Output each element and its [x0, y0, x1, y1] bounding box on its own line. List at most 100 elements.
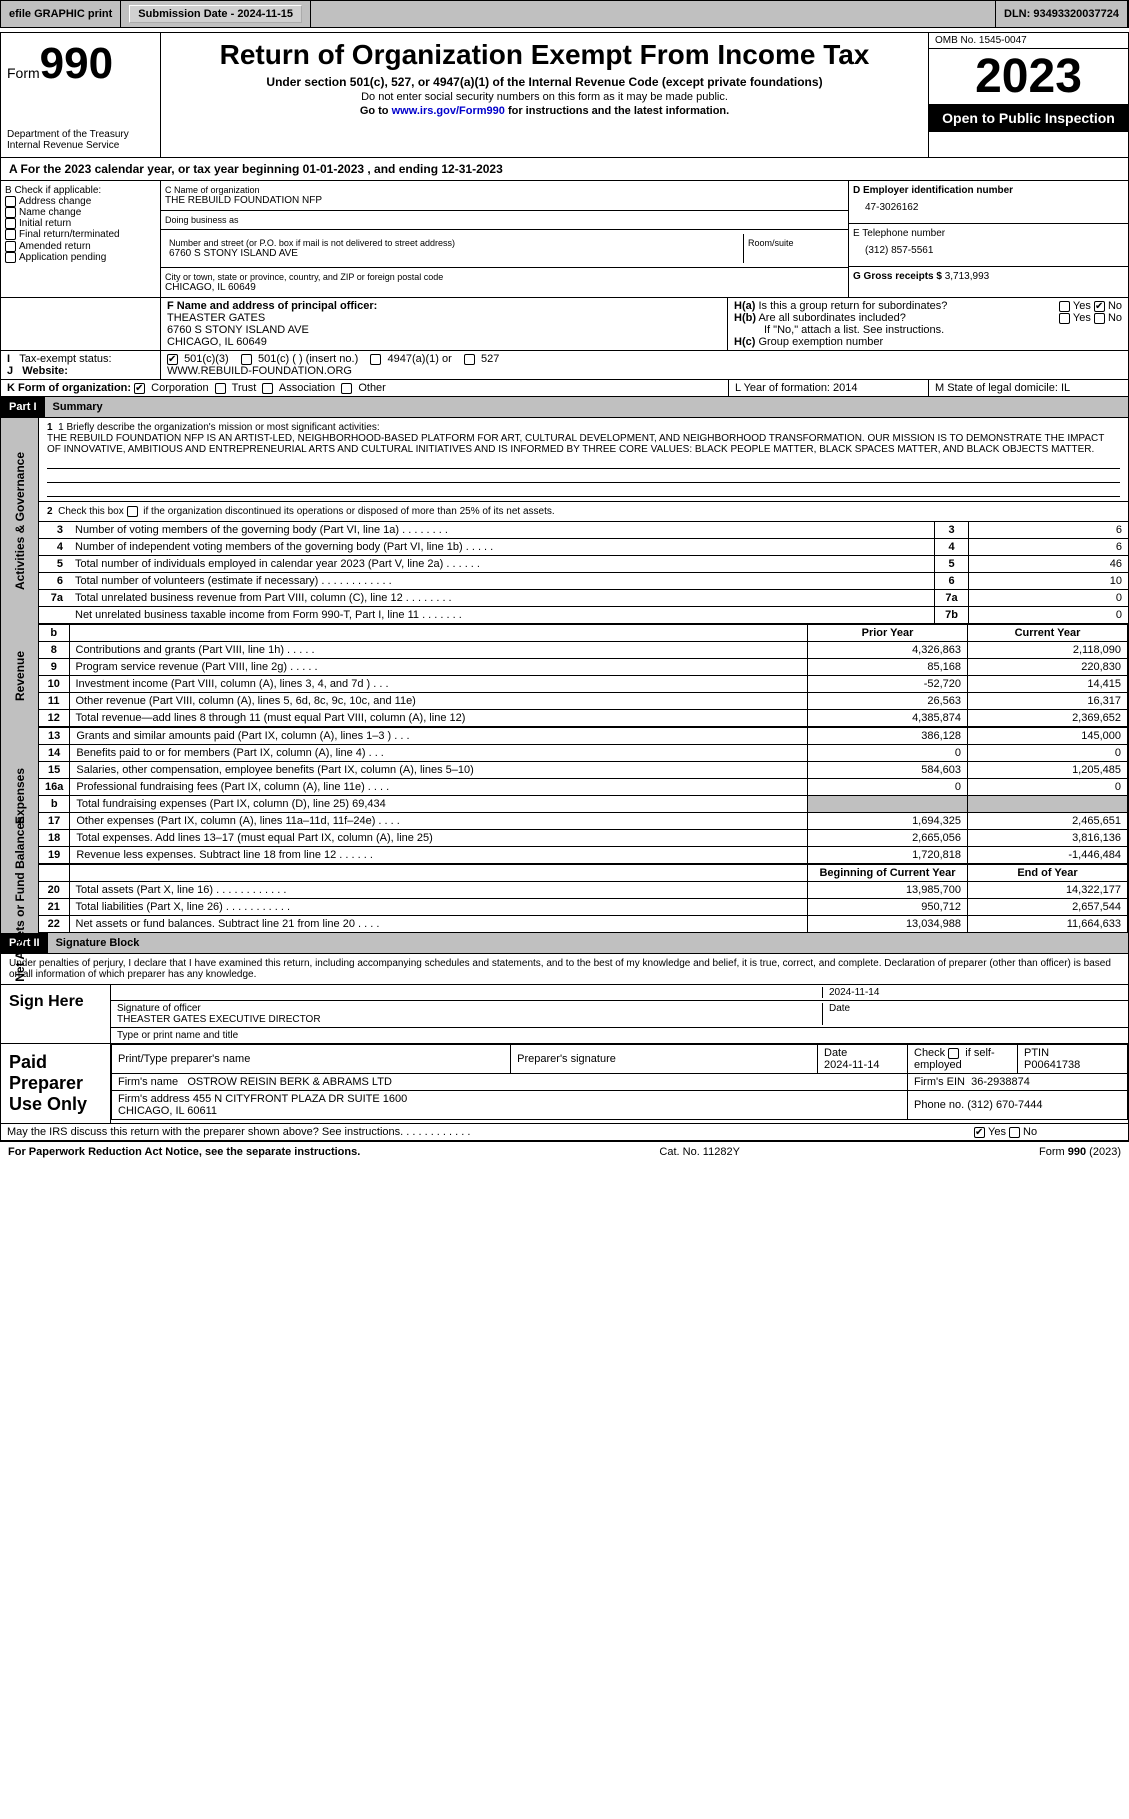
- lbl-initial-return: Initial return: [19, 218, 71, 229]
- lbl-address-change: Address change: [19, 196, 91, 207]
- sig-officer-label: Signature of officer: [117, 1003, 201, 1014]
- firm-addr2-val: CHICAGO, IL 60611: [118, 1105, 217, 1117]
- form-title: Return of Organization Exempt From Incom…: [167, 39, 922, 71]
- street-label: Number and street (or P.O. box if mail i…: [169, 238, 739, 248]
- chk-ha-yes[interactable]: [1059, 301, 1070, 312]
- lbl-final-return: Final return/terminated: [19, 230, 120, 241]
- chk-other[interactable]: [341, 383, 352, 394]
- part1-badge: Part I: [1, 397, 45, 418]
- footer-mid: Cat. No. 11282Y: [659, 1146, 740, 1158]
- gross-receipts-value: 3,713,993: [945, 271, 990, 282]
- ha-label: H(a): [734, 300, 755, 312]
- goto-note: Go to www.irs.gov/Form990 for instructio…: [360, 105, 729, 117]
- hb-text: Are all subordinates included?: [758, 312, 905, 324]
- chk-initial-return[interactable]: [5, 218, 16, 229]
- gov-line: Net unrelated business taxable income fr…: [39, 607, 1128, 624]
- table-row: 20Total assets (Part X, line 16) . . . .…: [39, 882, 1128, 899]
- efile-label: efile GRAPHIC print: [1, 1, 121, 27]
- ptin-val: P00641738: [1024, 1059, 1080, 1071]
- prep-name-lbl: Print/Type preparer's name: [112, 1045, 511, 1074]
- chk-trust[interactable]: [215, 383, 226, 394]
- lbl-527: 527: [481, 353, 499, 365]
- row-klm: K Form of organization: Corporation Trus…: [1, 380, 1128, 397]
- discuss-yes: Yes: [988, 1126, 1006, 1138]
- header-right: OMB No. 1545-0047 2023 Open to Public In…: [928, 33, 1128, 157]
- chk-app-pending[interactable]: [5, 252, 16, 263]
- hdr-current-year: Current Year: [968, 625, 1128, 642]
- table-row: 16aProfessional fundraising fees (Part I…: [39, 779, 1128, 796]
- penalties-text: Under penalties of perjury, I declare th…: [1, 954, 1128, 985]
- officer-street: 6760 S STONY ISLAND AVE: [167, 324, 721, 336]
- chk-discuss-no[interactable]: [1009, 1127, 1020, 1138]
- hb-note: If "No," attach a list. See instructions…: [734, 324, 1122, 336]
- header-left: Form990 Department of the Treasury Inter…: [1, 33, 161, 157]
- chk-final-return[interactable]: [5, 229, 16, 240]
- firm-addr-lbl: Firm's address: [118, 1093, 190, 1105]
- table-row: 21Total liabilities (Part X, line 26) . …: [39, 899, 1128, 916]
- ha-text: Is this a group return for subordinates?: [758, 300, 947, 312]
- sig-officer-name: THEASTER GATES EXECUTIVE DIRECTOR: [117, 1014, 321, 1025]
- chk-501c3[interactable]: [167, 354, 178, 365]
- lbl-corp: Corporation: [151, 382, 208, 394]
- expenses-table: 13Grants and similar amounts paid (Part …: [39, 727, 1128, 864]
- chk-discuss-yes[interactable]: [974, 1127, 985, 1138]
- chk-corp[interactable]: [134, 383, 145, 394]
- col-b-checkboxes: B Check if applicable: Address change Na…: [1, 181, 161, 297]
- gov-line: 3Number of voting members of the governi…: [39, 522, 1128, 539]
- footer-left: For Paperwork Reduction Act Notice, see …: [8, 1146, 360, 1158]
- mission-label: 1 Briefly describe the organization's mi…: [58, 422, 380, 433]
- chk-address-change[interactable]: [5, 196, 16, 207]
- table-row: 22Net assets or fund balances. Subtract …: [39, 916, 1128, 933]
- vtab-revenue: Revenue: [1, 624, 39, 727]
- block-bcdefg: B Check if applicable: Address change Na…: [1, 181, 1128, 298]
- discuss-row: May the IRS discuss this return with the…: [1, 1124, 1128, 1141]
- table-row: 13Grants and similar amounts paid (Part …: [39, 728, 1128, 745]
- chk-assoc[interactable]: [262, 383, 273, 394]
- preparer-table: Print/Type preparer's name Preparer's si…: [111, 1044, 1128, 1120]
- prep-date-val: 2024-11-14: [824, 1059, 879, 1071]
- table-row: 14Benefits paid to or for members (Part …: [39, 745, 1128, 762]
- chk-name-change[interactable]: [5, 207, 16, 218]
- mission-text: THE REBUILD FOUNDATION NFP IS AN ARTIST-…: [47, 433, 1120, 455]
- chk-hb-yes[interactable]: [1059, 313, 1070, 324]
- lbl-trust: Trust: [232, 382, 257, 394]
- vtab-netassets: Net Assets or Fund Balances: [1, 864, 39, 933]
- firm-ein-lbl: Firm's EIN: [914, 1076, 965, 1088]
- firm-name-val: OSTROW REISIN BERK & ABRAMS LTD: [187, 1076, 392, 1088]
- gov-line: 6Total number of volunteers (estimate if…: [39, 573, 1128, 590]
- revenue-table: bPrior YearCurrent Year 8Contributions a…: [39, 624, 1128, 727]
- chk-ha-no[interactable]: [1094, 301, 1105, 312]
- chk-527[interactable]: [464, 354, 475, 365]
- open-inspection: Open to Public Inspection: [929, 104, 1128, 132]
- hdr-end-year: End of Year: [968, 865, 1128, 882]
- firm-phone-lbl: Phone no.: [914, 1099, 964, 1111]
- submission-date: Submission Date - 2024-11-15: [121, 1, 311, 27]
- k-label: K Form of organization:: [7, 382, 131, 394]
- chk-amended-return[interactable]: [5, 241, 16, 252]
- col-c-org-info: C Name of organization THE REBUILD FOUND…: [161, 181, 848, 297]
- lbl-yes2: Yes: [1073, 312, 1091, 324]
- hdr-beginning-year: Beginning of Current Year: [808, 865, 968, 882]
- form-990: Form990 Department of the Treasury Inter…: [0, 32, 1129, 1142]
- room-label: Room/suite: [748, 238, 840, 248]
- website-value: WWW.REBUILD-FOUNDATION.ORG: [167, 365, 1122, 377]
- form-subtitle: Under section 501(c), 527, or 4947(a)(1)…: [167, 75, 922, 89]
- row-fh: F Name and address of principal officer:…: [1, 298, 1128, 351]
- omb-number: OMB No. 1545-0047: [929, 33, 1128, 49]
- chk-501c[interactable]: [241, 354, 252, 365]
- gov-line: 7aTotal unrelated business revenue from …: [39, 590, 1128, 607]
- chk-hb-no[interactable]: [1094, 313, 1105, 324]
- chk-discontinued[interactable]: [127, 506, 138, 517]
- chk-4947[interactable]: [370, 354, 381, 365]
- vtab-governance: Activities & Governance: [1, 418, 39, 624]
- chk-selfemployed[interactable]: [948, 1048, 959, 1059]
- irs-link[interactable]: www.irs.gov/Form990: [392, 105, 505, 117]
- lbl-name-change: Name change: [19, 207, 81, 218]
- sig-print-label: Type or print name and title: [117, 1030, 238, 1041]
- lbl-no2: No: [1108, 312, 1122, 324]
- officer-city: CHICAGO, IL 60649: [167, 336, 721, 348]
- part1-header-row: Part I Summary: [1, 397, 1128, 418]
- form-prefix: Form: [7, 65, 40, 81]
- lbl-app-pending: Application pending: [19, 252, 106, 263]
- table-row: 15Salaries, other compensation, employee…: [39, 762, 1128, 779]
